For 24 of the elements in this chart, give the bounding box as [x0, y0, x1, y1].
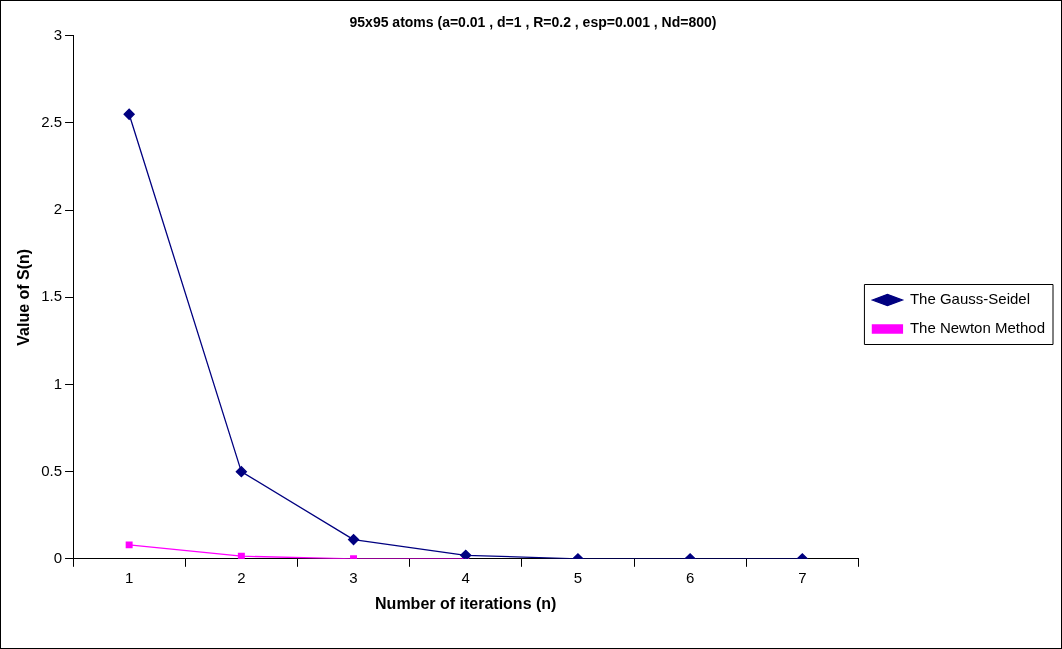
x-tick-label: 4	[461, 568, 470, 586]
x-tick-label: 5	[573, 568, 583, 586]
point	[347, 533, 360, 546]
y-tick-label: 3	[53, 25, 63, 43]
chart-title: 95x95 atoms (a=0.01 , d=1 , R=0.2 , esp=0.001 , Nd=800)	[349, 14, 717, 31]
y-tick-label: 1.5	[41, 287, 63, 305]
y-tick-label: 2	[53, 200, 63, 218]
x-tick-label: 6	[685, 568, 695, 586]
point	[123, 108, 135, 120]
x-axis-title: Number of iterations (n)	[375, 594, 557, 612]
point	[460, 549, 472, 559]
point	[235, 465, 247, 478]
y-tick-label: 0	[53, 548, 63, 566]
y-tick-label: 0.5	[41, 461, 63, 479]
y-tick-label: 1	[53, 374, 63, 392]
legend-label: The Newton Method	[909, 319, 1045, 337]
point	[125, 541, 133, 549]
y-tick-label: 2.5	[41, 113, 63, 131]
legend-label: The Gauss-Seidel	[909, 290, 1030, 308]
x-tick-label: 1	[124, 568, 134, 586]
x-tick-label: 7	[798, 568, 807, 586]
y-axis-title: Value of S(n)	[15, 248, 33, 346]
x-tick-label: 3	[349, 568, 358, 586]
x-tick-label: 2	[237, 568, 246, 586]
